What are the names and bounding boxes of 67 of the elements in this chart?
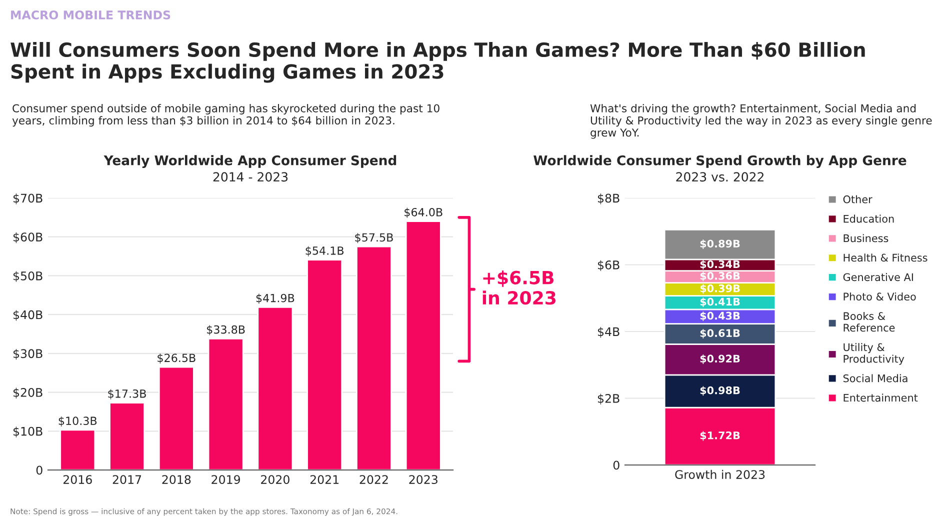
legend-label: Photo & Video bbox=[844, 292, 916, 301]
legend-label: Utility & Productivity bbox=[844, 343, 904, 365]
data-label: $17.3B bbox=[108, 389, 146, 400]
y-tick-label: $10B bbox=[13, 426, 42, 438]
x-tick-label: 2022 bbox=[360, 475, 388, 484]
legend-label: Books & Reference bbox=[844, 312, 895, 332]
x-tick-label: Growth in 2023 bbox=[675, 470, 765, 479]
y-tick-label: $20B bbox=[13, 388, 42, 399]
x-tick-label: 2018 bbox=[162, 475, 191, 484]
data-label: $0.39B bbox=[700, 284, 740, 294]
legend-label: Generative AI bbox=[843, 273, 913, 282]
text: What's driving the growth? Entertainment, Social Media and Utility & Productivity led the way in 2023 as every single genre grew YoY. bbox=[590, 104, 932, 139]
data-label: $57.5B bbox=[355, 233, 393, 244]
data-label: $0.41B bbox=[700, 298, 740, 308]
text: Consumer spend outside of mobile gaming has skyrocketed during the past 10 years, climbing from less than $3 billion in 2014 to $64 billion in 2023. bbox=[12, 104, 440, 127]
text: Will Consumers Soon Spend More in Apps Than Games? More Than $60 Billion Spent in Apps Excluding Games in 2023 bbox=[10, 42, 865, 83]
bar bbox=[405, 220, 442, 470]
data-label: $0.43B bbox=[700, 312, 740, 322]
legend-label: Business bbox=[844, 234, 888, 242]
bar bbox=[60, 429, 96, 470]
data-label: $0.98B bbox=[700, 386, 740, 396]
data-label: $0.92B bbox=[700, 354, 740, 364]
y-tick-label: $30B bbox=[13, 348, 42, 360]
legend-label: Social Media bbox=[843, 374, 908, 382]
data-label: $0.89B bbox=[700, 240, 740, 249]
x-tick-label: 2020 bbox=[261, 475, 290, 484]
chart-title: Worldwide Consumer Spend Growth by App Genre bbox=[534, 155, 906, 168]
data-label: $0.36B bbox=[700, 272, 740, 282]
chart-subtitle: 2023 vs. 2022 bbox=[676, 172, 764, 182]
bar bbox=[208, 338, 244, 470]
data-label: $26.5B bbox=[158, 353, 196, 364]
bar bbox=[257, 306, 294, 470]
data-label: $33.8B bbox=[207, 325, 245, 336]
y-tick-label: $2B bbox=[598, 394, 620, 404]
data-label: $54.1B bbox=[306, 246, 344, 256]
y-tick-label: $60B bbox=[13, 232, 42, 244]
y-tick-label: $4B bbox=[598, 327, 620, 338]
bar bbox=[356, 246, 392, 470]
data-label: $64.0B bbox=[404, 208, 442, 218]
chart-subtitle: 2014 - 2023 bbox=[213, 172, 288, 182]
data-label: $1.72B bbox=[700, 431, 740, 441]
data-label: $10.3B bbox=[58, 416, 97, 427]
data-label: $0.61B bbox=[700, 328, 740, 338]
chart-title: Yearly Worldwide App Consumer Spend bbox=[104, 155, 396, 168]
y-tick-label: 0 bbox=[36, 466, 42, 475]
bar bbox=[158, 366, 194, 470]
legend-label: Education bbox=[844, 214, 894, 223]
x-tick-label: 2021 bbox=[310, 475, 339, 484]
bar bbox=[109, 402, 146, 470]
data-label: $41.9B bbox=[256, 294, 294, 304]
x-tick-label: 2017 bbox=[112, 475, 142, 484]
x-tick-label: 2016 bbox=[63, 475, 92, 484]
y-tick-label: $70B bbox=[13, 194, 42, 204]
text: +$6.5B in 2023 bbox=[482, 270, 556, 305]
bar bbox=[306, 259, 343, 470]
y-tick-label: $8B bbox=[598, 194, 620, 204]
text: MACRO MOBILE TRENDS bbox=[11, 10, 170, 20]
y-tick-label: $40B bbox=[13, 310, 42, 321]
y-tick-label: $50B bbox=[13, 271, 42, 282]
legend-label: Health & Fitness bbox=[844, 254, 928, 262]
x-tick-label: 2023 bbox=[409, 475, 438, 484]
x-tick-label: 2019 bbox=[212, 475, 240, 484]
legend-label: Other bbox=[843, 195, 872, 204]
legend-label: Entertainment bbox=[844, 394, 918, 402]
y-tick-label: $6B bbox=[598, 260, 620, 271]
data-label: $0.34B bbox=[700, 260, 740, 270]
y-tick-label: 0 bbox=[613, 460, 620, 470]
